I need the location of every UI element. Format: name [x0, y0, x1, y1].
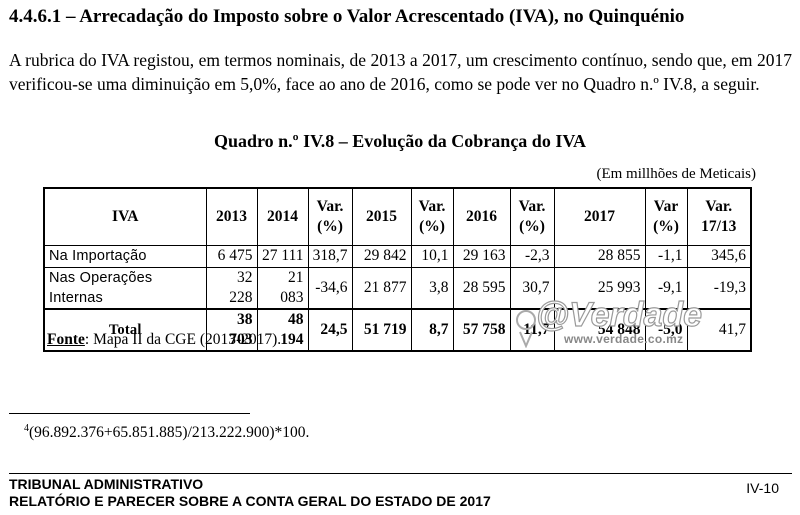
body-paragraph: A rubrica do IVA registou, em termos nom… — [9, 50, 792, 94]
table-cell: 3,8 — [410, 266, 454, 309]
table-cell: 28 595 — [452, 266, 511, 309]
table-cell: 21 083 — [256, 266, 309, 309]
watermark-logo-icon — [516, 310, 536, 348]
watermark-name: @Verdade — [535, 295, 703, 334]
table-cell: 318,7 — [307, 244, 353, 268]
header-cell: 2016 — [452, 187, 511, 246]
footer-divider — [9, 473, 792, 474]
header-cell: Var. 17/13 — [686, 187, 752, 246]
header-cell: Var. (%) — [410, 187, 454, 246]
table-cell: 28 855 — [553, 244, 646, 268]
row-label: Na Importação — [43, 244, 207, 268]
table-cell: -34,6 — [307, 266, 353, 309]
page-number: IV-10 — [746, 480, 779, 496]
table-header-row: IVA 2013 2014 Var. (%) 2015 Var. (%) 201… — [43, 187, 752, 246]
header-cell: Var. (%) — [509, 187, 555, 246]
footer-line-2: RELATÓRIO E PARECER SOBRE A CONTA GERAL … — [9, 493, 491, 509]
footnote-divider — [9, 413, 250, 414]
table-cell: 57 758 — [452, 307, 511, 352]
header-cell: IVA — [43, 187, 207, 246]
header-cell: 2014 — [256, 187, 309, 246]
header-cell: Var (%) — [644, 187, 688, 246]
table-cell: 51 719 — [351, 307, 412, 352]
table-row: Na Importação 6 475 27 111 318,7 29 842 … — [43, 244, 752, 268]
header-cell: 2015 — [351, 187, 412, 246]
table-cell: 345,6 — [686, 244, 752, 268]
table-cell: 30,7 — [509, 266, 555, 309]
watermark-url: www.verdade.co.mz — [564, 332, 684, 346]
table-cell: -19,3 — [686, 266, 752, 309]
table-cell: 29 163 — [452, 244, 511, 268]
table-cell: 8,7 — [410, 307, 454, 352]
row-label: Nas Operações Internas — [43, 266, 207, 309]
table-cell: 29 842 — [351, 244, 412, 268]
table-cell: 48 194 — [256, 307, 309, 352]
table-cell: -1,1 — [644, 244, 688, 268]
table-cell: 11,7 — [509, 307, 555, 352]
header-cell: Var. (%) — [307, 187, 353, 246]
table-cell: 41,7 — [686, 307, 752, 352]
table-cell: 24,5 — [307, 307, 353, 352]
table-cell: 6 475 — [205, 244, 258, 268]
table-title: Quadro n.º IV.8 – Evolução da Cobrança d… — [213, 131, 587, 151]
table-cell: 10,1 — [410, 244, 454, 268]
iva-table: IVA 2013 2014 Var. (%) 2015 Var. (%) 201… — [43, 187, 752, 352]
table-source: Fonte: Mapa II da CGE (2013-2017). — [47, 331, 281, 349]
header-cell: 2017 — [553, 187, 646, 246]
row-label: Total — [43, 307, 207, 352]
header-cell: 2013 — [205, 187, 258, 246]
table-row: Nas Operações Internas 32 228 21 083 -34… — [43, 266, 752, 309]
footnote-marker: 4 — [24, 423, 29, 434]
watermark: @Verdade www.verdade.co.mz — [510, 295, 703, 354]
footer-line-1: TRIBUNAL ADMINISTRATIVO — [9, 476, 204, 492]
source-label: Fonte — [47, 331, 85, 348]
table-cell: 38 703 — [205, 307, 258, 352]
table-cell: 32 228 — [205, 266, 258, 309]
source-text: : Mapa II da CGE (2013-2017). — [84, 331, 282, 348]
footnote: 4(96.892.376+65.851.885)/213.222.900)*10… — [24, 423, 309, 442]
table-cell: 21 877 — [351, 266, 412, 309]
table-cell: -2,3 — [509, 244, 555, 268]
units-note: (Em millhões de Meticais) — [596, 166, 756, 182]
table-total-row: Total 38 703 48 194 24,5 51 719 8,7 57 7… — [43, 307, 752, 352]
page-footer: TRIBUNAL ADMINISTRATIVO RELATÓRIO E PARE… — [9, 476, 491, 510]
section-heading: 4.4.6.1 – Arrecadação do Imposto sobre o… — [9, 6, 685, 27]
table-cell: 54 848 — [553, 307, 646, 352]
table-cell: 25 993 — [553, 266, 646, 309]
footnote-text: (96.892.376+65.851.885)/213.222.900)*100… — [29, 424, 310, 442]
table-cell: 27 111 — [256, 244, 309, 268]
